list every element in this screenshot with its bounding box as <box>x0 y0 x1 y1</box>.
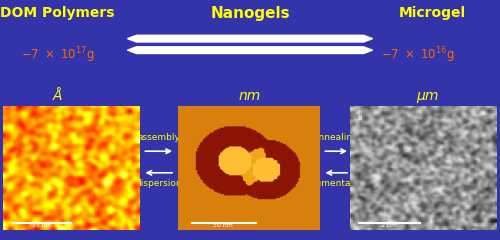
Text: Microgel: Microgel <box>399 6 466 20</box>
Text: dispersion: dispersion <box>136 179 182 188</box>
Text: annealing: annealing <box>314 133 358 143</box>
Text: μm: μm <box>416 89 438 103</box>
Text: assembly: assembly <box>138 133 180 143</box>
Text: $-7\ \times\ 10^{16}$g: $-7\ \times\ 10^{16}$g <box>380 45 454 65</box>
Text: 15 nm: 15 nm <box>32 223 52 228</box>
Text: Nanogels: Nanogels <box>210 6 290 21</box>
Text: nm: nm <box>239 89 261 103</box>
Text: Å: Å <box>53 89 62 103</box>
Text: a: a <box>358 115 362 121</box>
Text: 50 nm: 50 nm <box>213 223 233 228</box>
Text: DOM Polymers: DOM Polymers <box>0 6 115 20</box>
Polygon shape <box>128 35 372 42</box>
Polygon shape <box>128 47 372 54</box>
Text: fragmentation: fragmentation <box>304 179 369 188</box>
Text: $-7\ \times\ 10^{17}$g: $-7\ \times\ 10^{17}$g <box>20 45 94 65</box>
Text: 2 μm: 2 μm <box>380 223 397 228</box>
